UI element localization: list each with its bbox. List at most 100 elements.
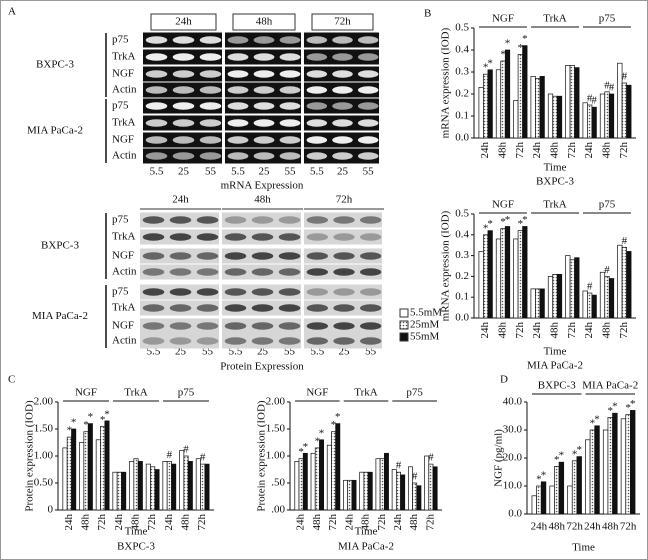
gel-band <box>196 304 219 312</box>
gel-band <box>199 53 222 61</box>
bar <box>400 474 406 511</box>
bar <box>379 458 385 511</box>
gel-band <box>357 102 379 110</box>
bar <box>513 238 519 319</box>
y-tick-label: 0.0 <box>455 312 469 324</box>
significance-marker: # <box>396 460 402 472</box>
bar <box>576 456 582 515</box>
significance-marker: * <box>319 427 325 439</box>
gel-band <box>279 86 301 94</box>
gel-band <box>333 288 355 296</box>
lane-label: 55 <box>285 166 297 178</box>
gel-band <box>332 36 353 44</box>
gel-band <box>227 36 249 44</box>
gel-band <box>251 233 274 241</box>
gel-band <box>333 233 355 241</box>
cell-line-label: MIA PaCa-2 <box>32 310 88 322</box>
x-tick-label: 24h <box>583 322 595 339</box>
gel-band <box>332 53 353 61</box>
bar <box>621 246 627 319</box>
bar <box>319 439 325 511</box>
row-label: TrkA <box>112 117 135 129</box>
bar <box>351 479 357 511</box>
bar <box>95 439 101 511</box>
x-tick-label: 24h <box>531 322 543 339</box>
bar <box>569 65 575 139</box>
group-label: MIA PaCa-2 <box>582 380 638 392</box>
gel-band <box>357 53 379 61</box>
gel-band <box>196 288 219 296</box>
bar <box>587 292 593 319</box>
x-tick-label: 24h <box>295 514 307 531</box>
panel-label: A <box>8 6 16 18</box>
significance-marker: * <box>576 444 582 456</box>
bar <box>150 466 156 511</box>
y-tick-label: 0.0 <box>508 508 522 520</box>
gel-band <box>227 102 249 110</box>
gel-band <box>224 216 247 224</box>
group-label: NGF <box>306 387 328 399</box>
x-tick-label: 72h <box>376 514 388 531</box>
lane-label: 25 <box>257 346 269 358</box>
time-label: 48h <box>254 194 271 206</box>
gel-band <box>253 119 275 127</box>
gel-band <box>332 152 353 160</box>
gel-band <box>251 304 274 312</box>
gel-band <box>172 136 195 144</box>
significance-marker: * <box>541 469 547 481</box>
bar <box>500 60 506 139</box>
gel-band <box>279 119 301 127</box>
legend-swatch <box>399 320 409 330</box>
bar <box>294 461 300 511</box>
gel-band <box>169 337 192 345</box>
x-tick-label: 48h <box>601 322 613 339</box>
bar <box>522 226 528 319</box>
gel-band <box>251 288 274 296</box>
significance-marker: * <box>483 222 489 234</box>
gel-band <box>333 304 355 312</box>
x-tick-label: 24h <box>479 142 491 159</box>
x-tick-label: 48h <box>130 514 142 531</box>
bar <box>591 106 597 139</box>
bar <box>500 228 506 319</box>
bar <box>617 244 623 319</box>
bar <box>625 414 631 515</box>
x-tick-label: 24h <box>583 142 595 159</box>
bar <box>602 429 609 515</box>
gel-band <box>227 152 249 160</box>
x-tick-label: 72h <box>327 514 339 531</box>
group-label: TrkA <box>354 387 377 399</box>
significance-marker: * <box>483 62 489 74</box>
significance-marker: * <box>554 454 560 466</box>
group-label: TrkA <box>124 387 147 399</box>
gel-band <box>169 304 192 312</box>
bar <box>539 76 545 139</box>
x-tick-label: 24h <box>531 521 548 533</box>
lane-label: 25 <box>178 166 190 178</box>
bar <box>531 495 537 515</box>
x-tick-label: 72h <box>620 521 637 533</box>
bar <box>582 102 588 139</box>
x-tick-label: 72h <box>566 142 578 159</box>
bar <box>166 461 172 511</box>
gel-band <box>199 102 222 110</box>
legend-swatch <box>399 308 409 318</box>
bar <box>129 461 135 511</box>
gel-band <box>196 322 219 330</box>
row-label: p75 <box>112 34 129 46</box>
bar <box>87 423 93 511</box>
significance-marker: * <box>612 401 618 413</box>
lane-label: 55 <box>202 346 214 358</box>
bar <box>539 288 545 319</box>
gel-band <box>142 233 165 241</box>
significance-marker: * <box>505 214 511 226</box>
bar <box>343 479 349 511</box>
row-label: Actin <box>112 150 137 162</box>
bar <box>331 431 337 511</box>
gel-band <box>306 119 328 127</box>
x-tick-label: 72h <box>566 521 583 533</box>
y-tick-label: 0.5 <box>455 22 469 34</box>
significance-marker: # <box>622 71 628 83</box>
y-tick-label: 0.3 <box>455 249 469 261</box>
gel-band <box>145 102 168 110</box>
